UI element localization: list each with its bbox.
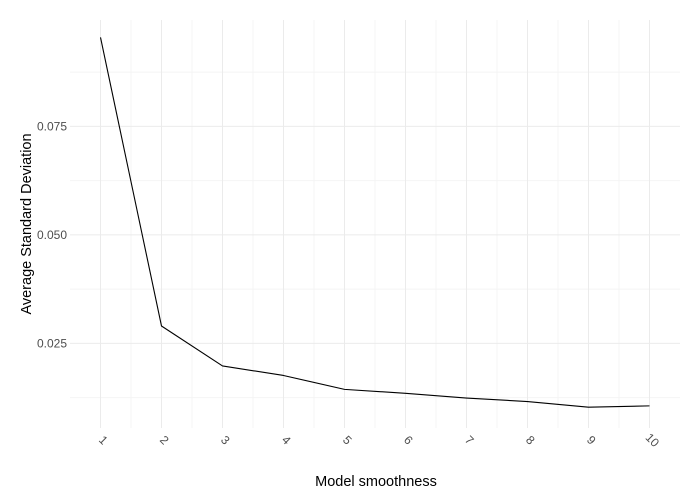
- series-line: [99, 37, 650, 408]
- x-tick-label: 2: [157, 433, 172, 448]
- x-tick-label: 8: [523, 433, 538, 448]
- y-tick-label: 0.075: [37, 119, 67, 133]
- x-tick-label: 6: [401, 433, 416, 448]
- y-tick-label: 0.025: [37, 336, 67, 350]
- x-tick-label: 4: [279, 433, 294, 448]
- y-axis-title: Average Standard Deviation: [19, 133, 35, 314]
- x-tick-label: 5: [340, 433, 355, 448]
- minor-gridlines: [70, 20, 680, 428]
- series-layer: [99, 37, 650, 408]
- x-tick-label: 1: [96, 433, 111, 448]
- x-tick-label: 10: [643, 430, 663, 450]
- major-gridlines: [70, 20, 680, 428]
- x-tick-label: 7: [462, 433, 477, 448]
- x-axis-ticks: 1 2 3 4 5 6 7 8 9 10: [96, 430, 662, 450]
- x-tick-label: 9: [584, 433, 599, 448]
- x-tick-label: 3: [218, 433, 233, 448]
- y-tick-label: 0.050: [37, 228, 67, 242]
- y-axis-ticks: 0.025 0.050 0.075: [37, 119, 67, 350]
- x-axis-title: Model smoothness: [315, 474, 437, 490]
